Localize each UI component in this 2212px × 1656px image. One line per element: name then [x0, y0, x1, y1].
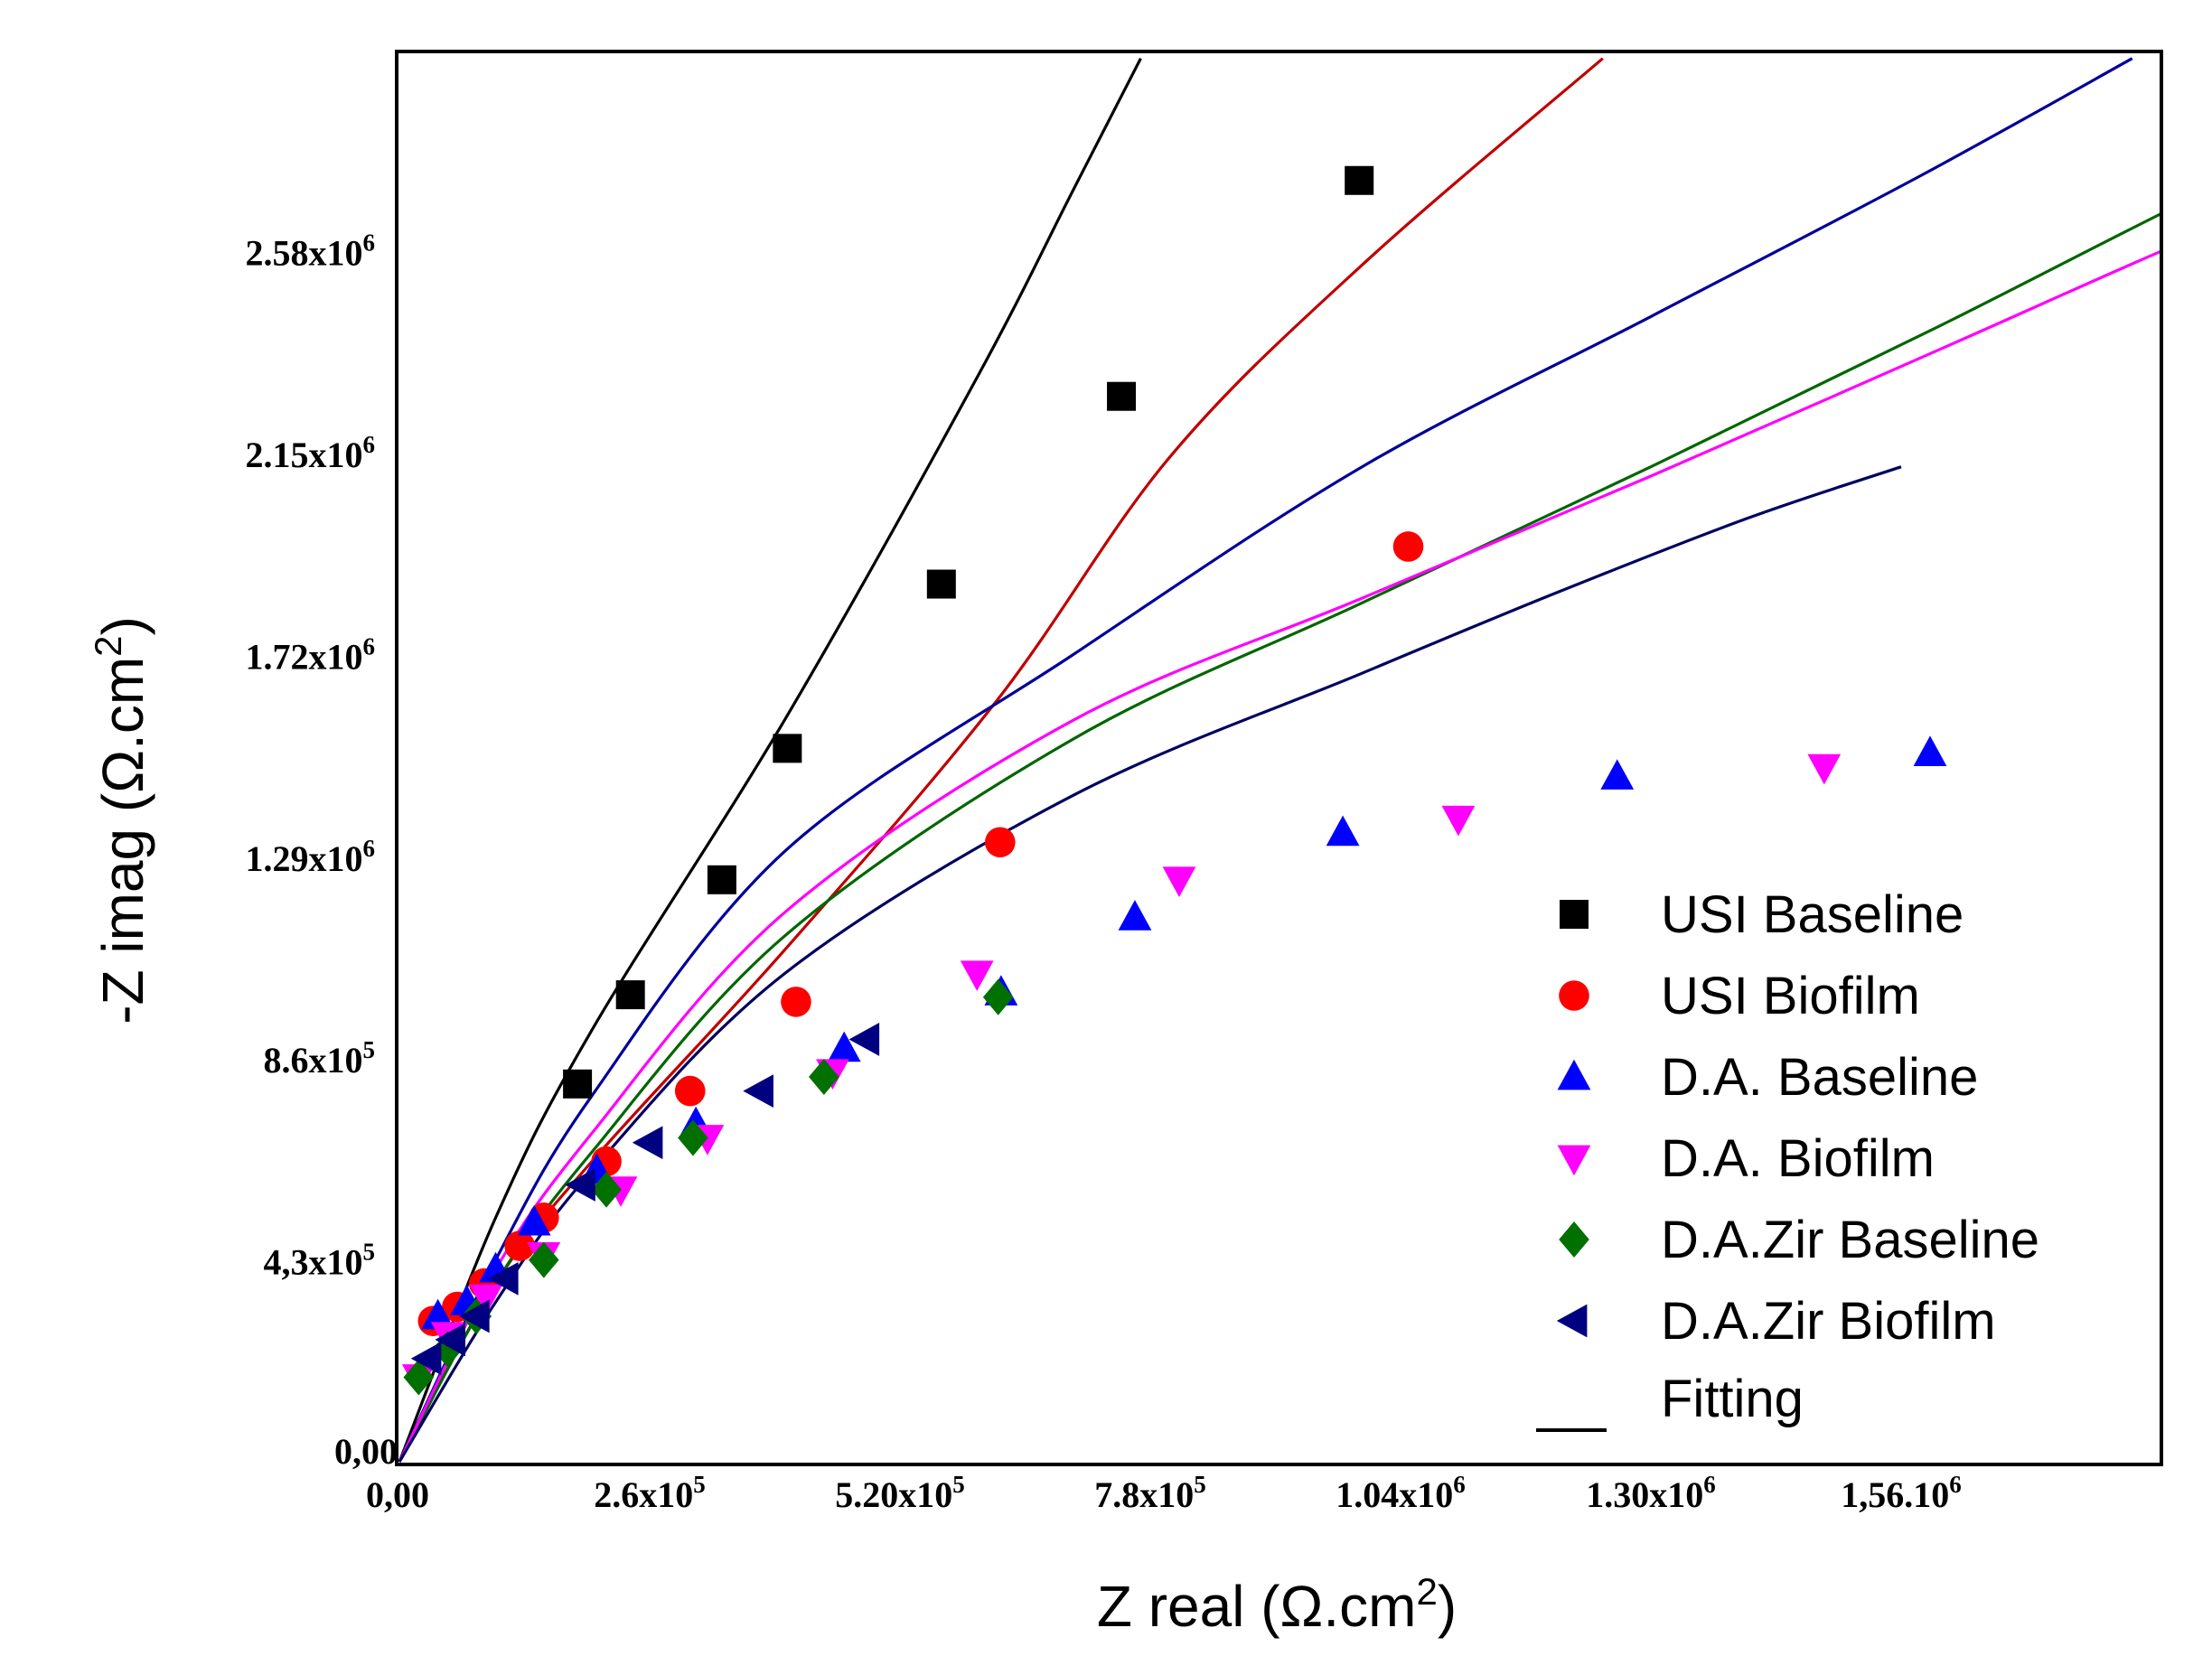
y-tick-label: 4,3x105 [264, 1239, 376, 1283]
data-point [809, 1059, 839, 1096]
data-point [459, 1299, 490, 1333]
legend-label-usi-biofilm: USI Biofilm [1661, 967, 1920, 1025]
y-tick-label: 8.6x105 [264, 1036, 376, 1081]
data-point [1326, 815, 1360, 847]
legend-label-d-a-baseline: D.A. Baseline [1661, 1048, 1978, 1107]
fitting-curve-3 [398, 57, 2133, 1463]
legend-marker-d-a-zir-baseline [1559, 1221, 1589, 1258]
series-usi-biofilm [417, 531, 1424, 1336]
x-tick-label: 2.6x105 [594, 1471, 706, 1515]
y-tick-label: 2.15x106 [246, 431, 376, 475]
data-point [517, 1204, 551, 1236]
legend-marker-usi-baseline [1560, 900, 1589, 929]
plot-frame [395, 50, 2163, 1466]
data-point [1345, 165, 1374, 195]
data-point [421, 1298, 455, 1330]
legend-label-usi-baseline: USI Baseline [1661, 885, 1964, 944]
data-point [591, 1171, 622, 1208]
series-d-a-biofilm [401, 753, 1842, 1395]
data-point [1162, 866, 1196, 898]
data-point [848, 1023, 880, 1056]
data-point [827, 1031, 861, 1062]
y-tick-label: 1.29x106 [246, 835, 376, 879]
data-point [707, 865, 736, 894]
legend: USI Baseline USI Biofilm D.A. Baseline D.A.… [1536, 885, 2039, 1432]
legend-marker-usi-biofilm [1559, 980, 1589, 1011]
data-point [678, 1119, 708, 1156]
fitting-curve-5 [398, 250, 2160, 1463]
data-point [781, 987, 811, 1017]
x-tick-label: 0,00 [366, 1474, 429, 1515]
data-point [985, 827, 1016, 858]
fitting-curve-6 [398, 465, 1902, 1463]
legend-label-fitting: Fitting [1661, 1370, 1804, 1428]
x-tick-label: 1.04x106 [1336, 1471, 1466, 1515]
legend-label-d-a-zir-baseline: D.A.Zir Baseline [1661, 1211, 2039, 1269]
y-axis-ticks: 0,00 4,3x105 8.6x105 1.29x106 1.72x106 2.15x1… [246, 229, 398, 1472]
data-point [1441, 805, 1476, 837]
data-markers [401, 165, 1947, 1396]
data-point [1392, 531, 1424, 562]
data-point [615, 980, 645, 1010]
data-point [469, 1284, 503, 1315]
data-point [565, 1168, 595, 1202]
y-tick-label: 1.72x106 [246, 632, 376, 677]
data-point [529, 1241, 559, 1278]
legend-marker-d-a-zir-biofilm [1556, 1304, 1588, 1338]
y-tick-label: 0,00 [334, 1431, 398, 1472]
data-point [743, 1074, 773, 1108]
fitting-curve-1 [398, 57, 1142, 1463]
series-usi-baseline [563, 165, 1374, 1099]
data-point [487, 1261, 519, 1296]
data-point [563, 1069, 593, 1099]
data-point [1913, 735, 1947, 766]
series-d-a-zir-biofilm [410, 1023, 880, 1376]
data-point [1118, 900, 1152, 931]
legend-marker-d-a-biofilm [1557, 1145, 1591, 1176]
y-tick-label: 2.58x106 [246, 229, 376, 274]
data-point [504, 1230, 535, 1261]
data-point [960, 960, 994, 991]
fitting-curve-4 [398, 212, 2160, 1463]
data-point [1107, 381, 1137, 411]
x-tick-label: 5.20x105 [835, 1471, 965, 1515]
legend-label-d-a-biofilm: D.A. Biofilm [1661, 1129, 1935, 1188]
y-axis-title: -Z imag (Ω.cm2) [87, 616, 155, 1024]
data-point [926, 569, 956, 599]
x-tick-label: 1,56.106 [1841, 1471, 1962, 1515]
data-point [403, 1359, 435, 1396]
x-axis-title: Z real (Ω.cm2) [1097, 1570, 1457, 1639]
data-point [982, 978, 1014, 1015]
data-point [773, 734, 802, 763]
legend-label-d-a-zir-biofilm: D.A.Zir Biofilm [1661, 1292, 1996, 1351]
data-point [632, 1126, 663, 1160]
x-axis-ticks: 0,00 2.6x105 5.20x105 7.8x105 1.04x106 1.30x1… [366, 1471, 1962, 1515]
data-point [1600, 759, 1635, 790]
data-point [410, 1342, 442, 1376]
data-point [674, 1075, 706, 1107]
x-tick-label: 7.8x105 [1094, 1471, 1206, 1515]
data-point [435, 1323, 465, 1357]
data-point [1807, 753, 1842, 785]
x-tick-label: 1.30x106 [1586, 1471, 1716, 1515]
legend-marker-d-a-baseline [1557, 1059, 1591, 1090]
